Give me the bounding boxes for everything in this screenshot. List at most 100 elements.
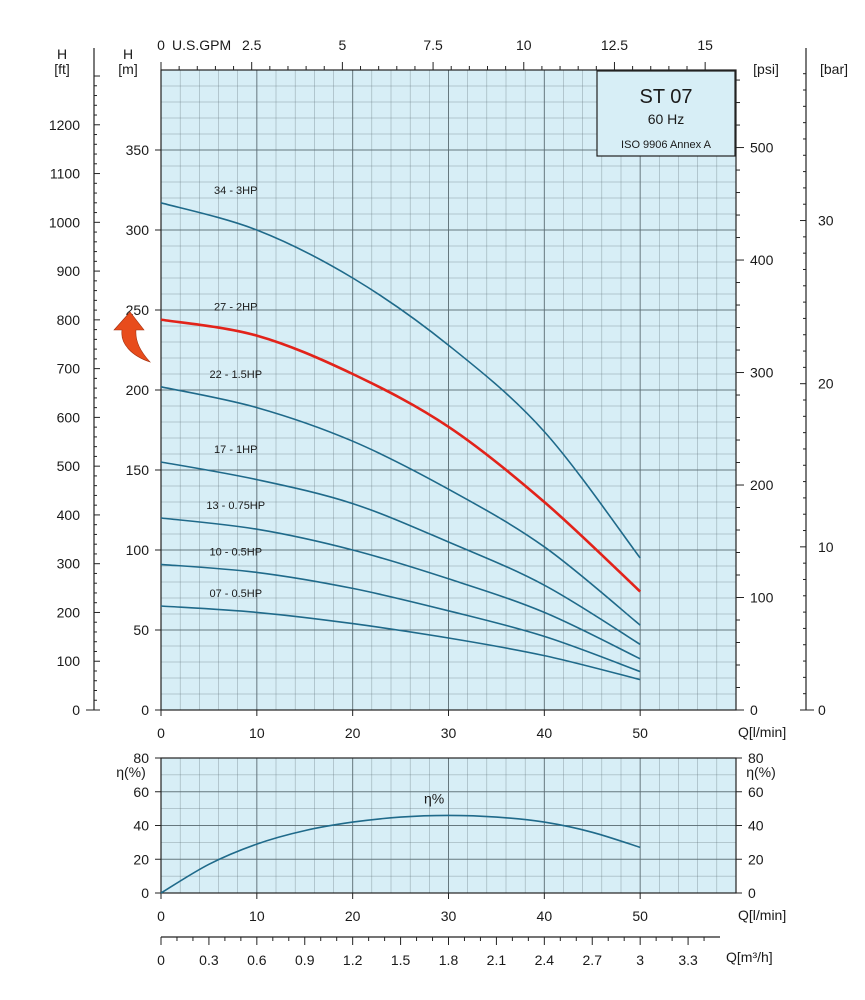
eff-right-axis-title: η(%)	[746, 764, 776, 780]
eff-right-tick-label: 60	[748, 784, 764, 800]
eff-left-axis-title: η(%)	[116, 764, 146, 780]
chart-frequency: 60 Hz	[648, 111, 685, 127]
ft-axis-tick-label: 800	[57, 312, 81, 328]
chart-title: ST 07	[640, 86, 693, 108]
eff-right-tick-label: 40	[748, 818, 764, 834]
head-x-axis-title: Q[l/min]	[738, 724, 786, 740]
head-curve-label: 13 - 0.75HP	[206, 500, 265, 512]
psi-axis-tick-label: 500	[750, 140, 774, 156]
head-x-axis-tick-label: 40	[537, 725, 553, 741]
highlight-arrow-icon	[113, 311, 151, 363]
ft-axis-tick-label: 1200	[49, 117, 80, 133]
ft-axis-tick-label: 400	[57, 507, 81, 523]
eff-x-axis-tick-label: 40	[537, 908, 553, 924]
head-curve-label: 22 - 1.5HP	[209, 369, 262, 381]
psi-axis-tick-label: 400	[750, 252, 774, 268]
eff-left-tick-label: 60	[133, 784, 149, 800]
bar-axis-tick-label: 20	[818, 376, 834, 392]
head-curve-label: 07 - 0.5HP	[209, 588, 262, 600]
eff-right-tick-label: 20	[748, 851, 764, 867]
ft-axis-tick-label: 300	[57, 556, 81, 572]
m-axis-tick-label: 50	[133, 622, 149, 638]
eff-left-tick-label: 80	[133, 750, 149, 766]
ft-axis-tick-label: 600	[57, 409, 81, 425]
gpm-axis-title: U.S.GPM	[172, 37, 231, 53]
gpm-axis-tick-label: 2.5	[242, 37, 262, 53]
m-axis-tick-label: 0	[141, 702, 149, 718]
head-curve-label: 34 - 3HP	[214, 185, 257, 197]
m3h-axis-tick-label: 3	[636, 952, 644, 968]
head-x-axis-tick-label: 50	[632, 725, 648, 741]
title-box-frame	[596, 70, 736, 157]
ft-axis-title: H	[57, 46, 67, 62]
head-x-axis-tick-label: 30	[441, 725, 457, 741]
eff-left-tick-label: 40	[133, 818, 149, 834]
eff-x-axis-tick-label: 50	[632, 908, 648, 924]
head-curve-label: 27 - 2HP	[214, 302, 257, 314]
head-curve-label: 17 - 1HP	[214, 444, 257, 456]
eff-x-axis-tick-label: 30	[441, 908, 457, 924]
m3h-axis-tick-label: 2.1	[487, 952, 507, 968]
head-curve-13-0-75hp	[160, 517, 641, 660]
head-curve-07-0-5hp	[160, 605, 641, 681]
efficiency-curve-label: η%	[424, 790, 444, 806]
m-axis-unit: [m]	[118, 61, 137, 77]
psi-axis-tick-label: 100	[750, 590, 774, 606]
m-axis-tick-label: 350	[126, 142, 150, 158]
gpm-axis-tick-label: 15	[697, 37, 713, 53]
eff-x-axis-tick-label: 0	[157, 908, 165, 924]
bar-axis-tick-label: 30	[818, 213, 834, 229]
title-box: ST 07 60 Hz ISO 9906 Annex A	[596, 70, 736, 157]
m-axis-title: H	[123, 46, 133, 62]
bar-axis-tick-label: 0	[818, 702, 826, 718]
m-axis-tick-label: 200	[126, 382, 150, 398]
ft-axis-tick-label: 500	[57, 458, 81, 474]
m-axis-tick-label: 300	[126, 222, 150, 238]
head-x-axis-tick-label: 0	[157, 725, 165, 741]
chart-standard: ISO 9906 Annex A	[621, 139, 712, 151]
head-x-axis-tick-label: 10	[249, 725, 265, 741]
m-axis-tick-label: 100	[126, 542, 150, 558]
psi-axis-tick-label: 300	[750, 365, 774, 381]
m3h-axis-tick-label: 0.9	[295, 952, 315, 968]
head-curve-label: 10 - 0.5HP	[209, 546, 262, 558]
bar-axis-tick-label: 10	[818, 539, 834, 555]
gpm-axis-tick-label: 0	[157, 37, 165, 53]
m3h-axis-tick-label: 1.5	[391, 952, 411, 968]
psi-axis-tick-label: 0	[750, 702, 758, 718]
gpm-axis-tick-label: 5	[338, 37, 346, 53]
m3h-axis-tick-label: 1.8	[439, 952, 459, 968]
eff-right-tick-label: 80	[748, 750, 764, 766]
ft-axis-tick-label: 1100	[50, 166, 80, 182]
head-curve-27-2hp	[160, 318, 642, 593]
m3h-axis-tick-label: 0.3	[199, 952, 219, 968]
eff-left-tick-label: 0	[141, 885, 149, 901]
head-curve-22-1-5hp	[160, 386, 641, 626]
ft-axis-tick-label: 0	[72, 702, 80, 718]
ft-axis-unit: [ft]	[54, 61, 70, 77]
gpm-axis-tick-label: 10	[516, 37, 532, 53]
eff-left-tick-label: 20	[133, 851, 149, 867]
ft-axis-tick-label: 1000	[49, 214, 80, 230]
m3h-axis-title: Q[m³/h]	[726, 949, 773, 965]
m3h-axis-tick-label: 2.7	[583, 952, 603, 968]
gpm-axis-tick-label: 12.5	[601, 37, 628, 53]
ft-axis-tick-label: 900	[57, 263, 81, 279]
gpm-axis-tick-label: 7.5	[423, 37, 443, 53]
m-axis-tick-label: 150	[126, 462, 150, 478]
ft-axis-tick-label: 100	[57, 653, 81, 669]
m3h-axis-tick-label: 0.6	[247, 952, 267, 968]
eff-right-tick-label: 0	[748, 885, 756, 901]
efficiency-curve	[160, 814, 641, 894]
ft-axis-tick-label: 700	[57, 361, 81, 377]
m3h-axis-tick-label: 0	[157, 952, 165, 968]
bar-axis-unit: [bar]	[820, 61, 848, 77]
psi-axis-unit: [psi]	[753, 61, 779, 77]
m3h-axis-tick-label: 2.4	[535, 952, 555, 968]
m3h-axis-tick-label: 1.2	[343, 952, 363, 968]
ft-axis-tick-label: 200	[57, 604, 81, 620]
eff-x-axis-tick-label: 20	[345, 908, 361, 924]
eff-x-axis-tick-label: 10	[249, 908, 265, 924]
head-curve-34-3hp	[160, 202, 641, 559]
